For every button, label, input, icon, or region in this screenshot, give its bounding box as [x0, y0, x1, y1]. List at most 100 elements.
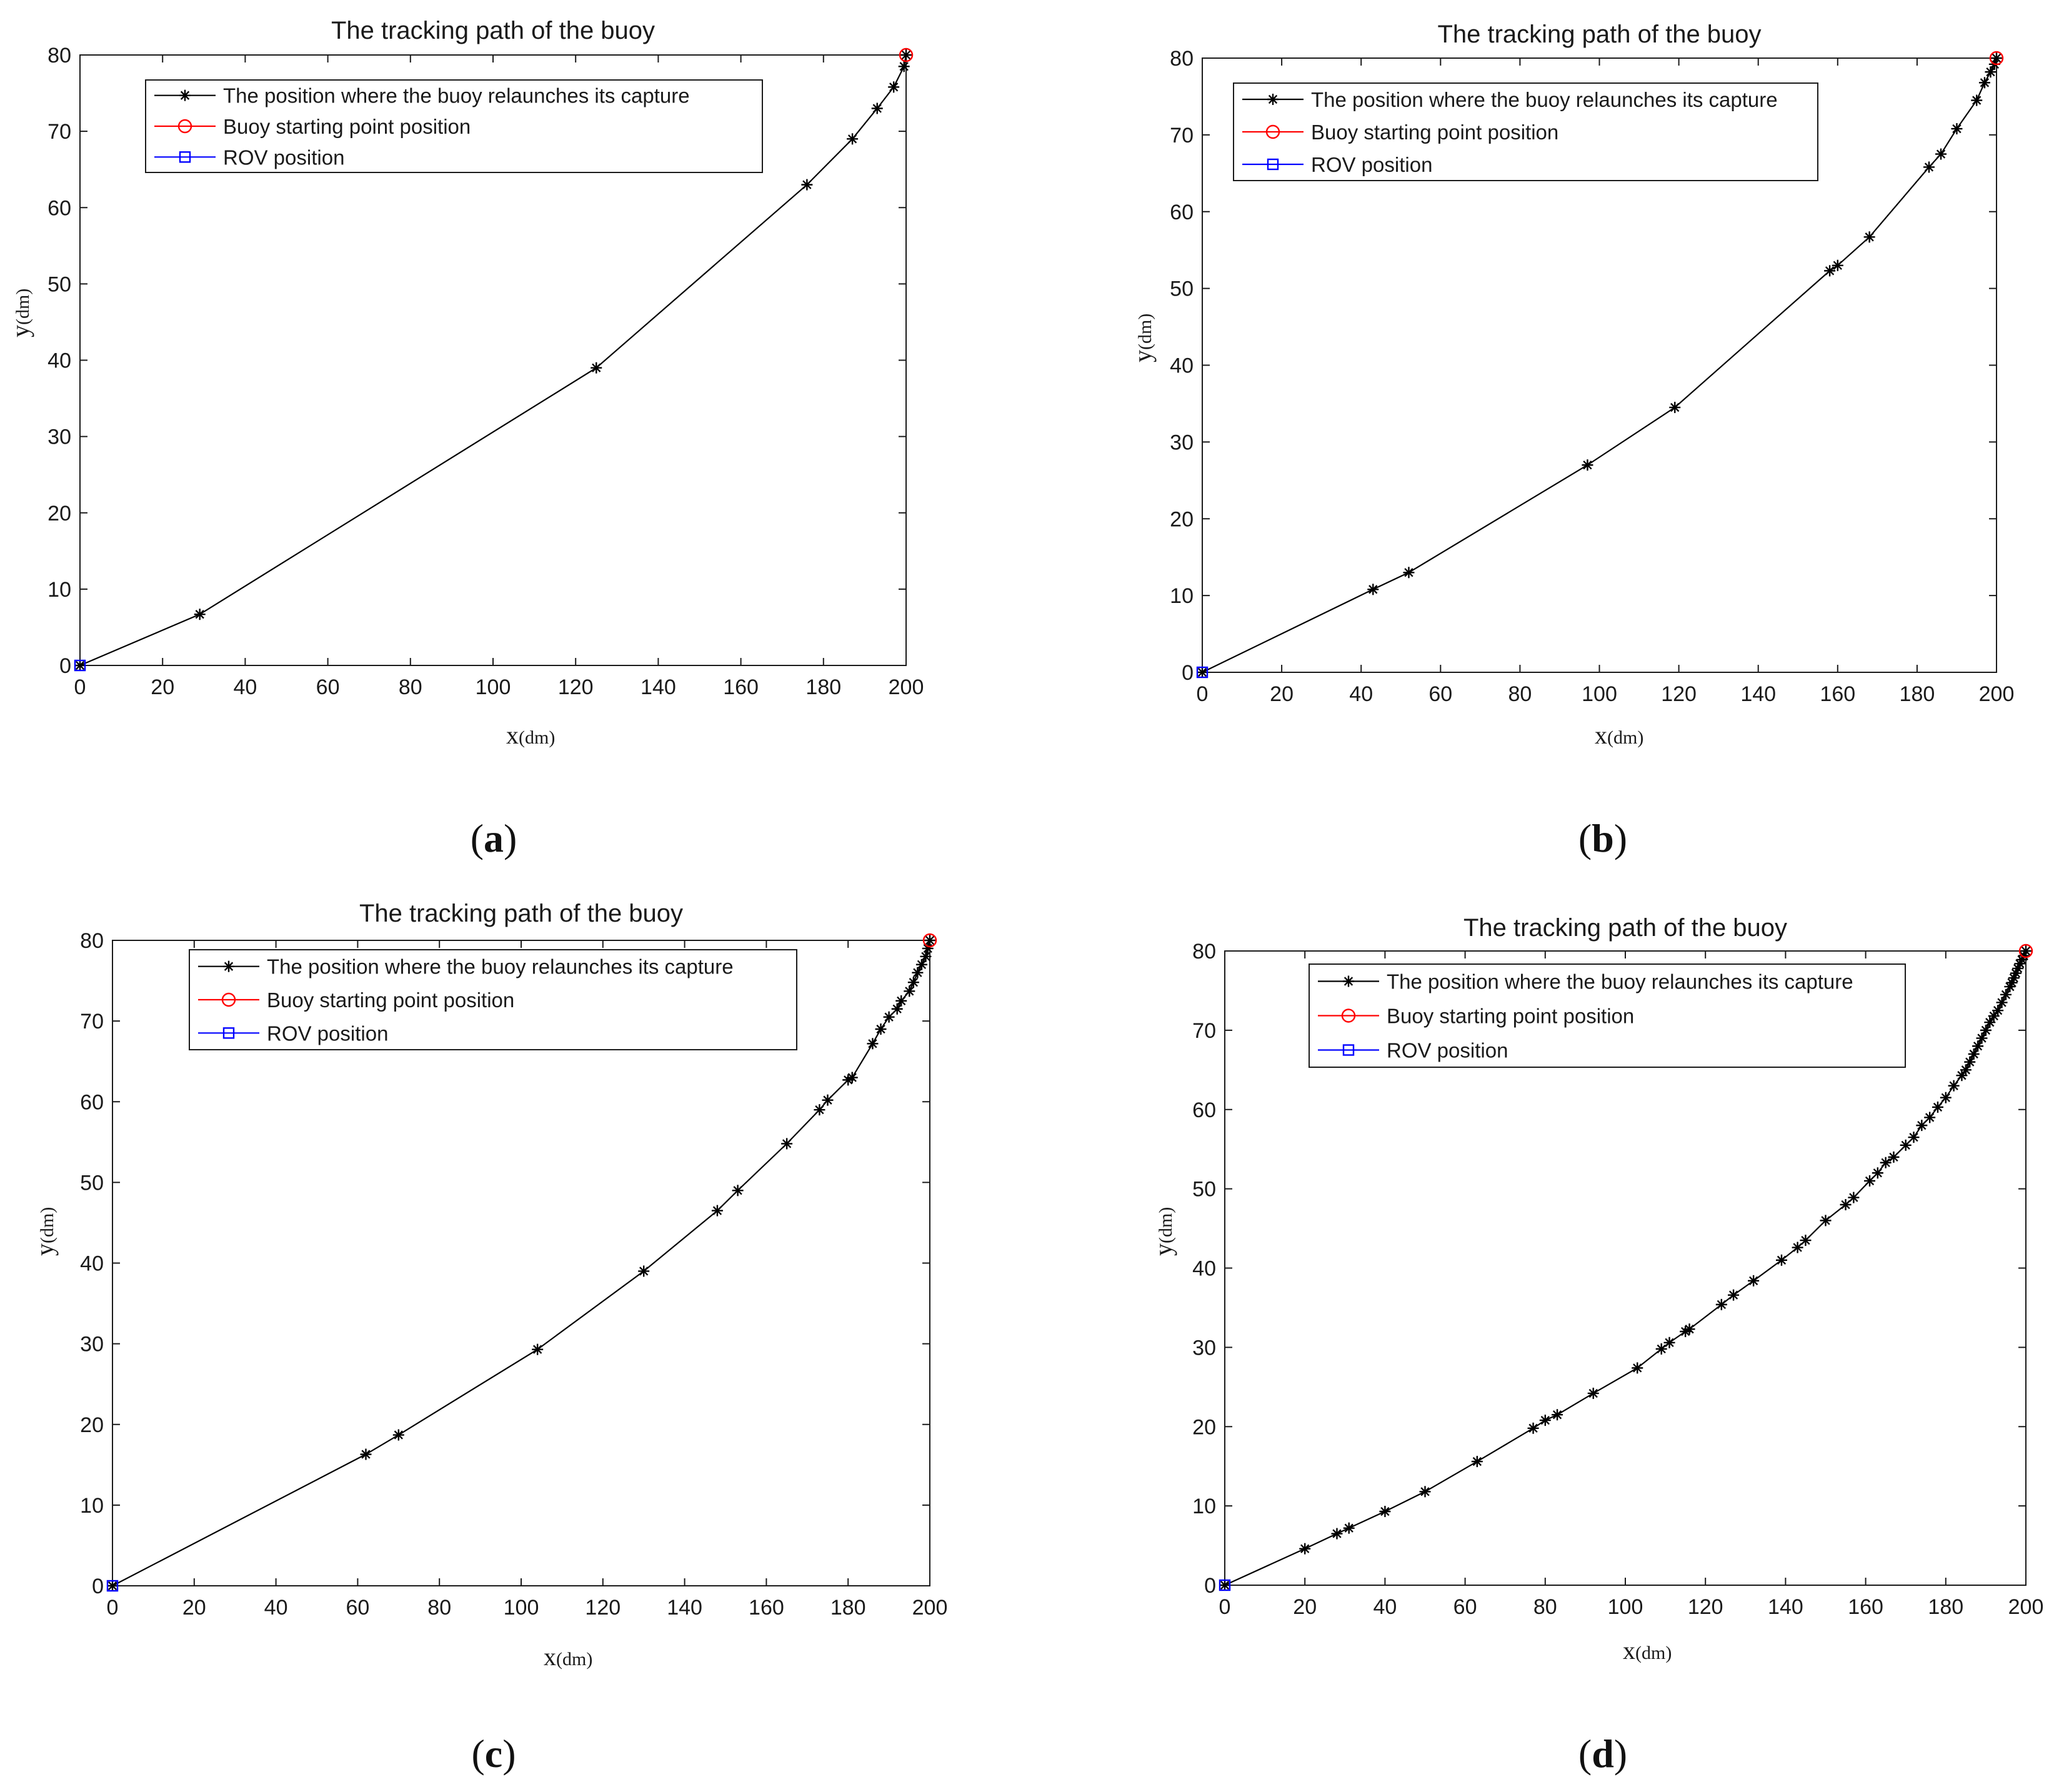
y-tick-label: 10	[47, 578, 71, 602]
x-tick-label: 40	[264, 1596, 288, 1620]
y-tick-label: 80	[47, 44, 71, 67]
x-tick-label: 80	[1508, 682, 1532, 706]
y-tick-label: 10	[80, 1494, 104, 1518]
y-tick-label: 50	[1192, 1178, 1216, 1202]
data-point	[1923, 161, 1935, 173]
x-axis-label-b: x(dm)	[1595, 721, 1643, 749]
y-tick-label: 20	[47, 502, 71, 525]
legend-box	[145, 79, 763, 173]
y-tick-label: 40	[1170, 354, 1194, 378]
x-tick-label: 140	[667, 1596, 702, 1620]
x-tick-label: 160	[1848, 1595, 1883, 1619]
data-point	[1984, 1017, 1996, 1028]
y-tick-label: 50	[47, 272, 71, 296]
data-point	[801, 179, 813, 191]
data-point	[1971, 94, 1983, 106]
x-tick-label: 180	[805, 675, 841, 699]
x-axis-label-d: x(dm)	[1623, 1636, 1672, 1665]
y-tick-label: 70	[1170, 124, 1194, 147]
data-point	[1331, 1528, 1343, 1540]
data-point	[1343, 1522, 1355, 1534]
x-tick-label: 60	[1453, 1595, 1477, 1619]
data-point	[1824, 265, 1836, 277]
chart-title-a: The tracking path of the buoy	[331, 17, 655, 44]
x-tick-label: 200	[889, 675, 924, 699]
data-point	[74, 659, 86, 672]
legend-label: The position where the buoy relaunches i…	[1387, 970, 1853, 993]
y-axis-label-var: y	[1129, 350, 1157, 362]
x-tick-label: 80	[399, 675, 422, 699]
data-point	[1935, 148, 1947, 160]
data-point	[194, 609, 206, 620]
chart-title-c: The tracking path of the buoy	[359, 900, 683, 927]
data-point	[1299, 1543, 1311, 1555]
x-tick-label: 40	[1349, 682, 1373, 706]
data-point	[638, 1265, 650, 1277]
series-d-2	[1219, 1579, 1231, 1591]
series-a-2	[74, 659, 86, 672]
y-axis-label-unit: (dm)	[1135, 314, 1155, 350]
series-line	[1202, 57, 1998, 673]
x-tick-label: 20	[151, 675, 174, 699]
data-point	[1219, 1579, 1231, 1591]
data-point	[1663, 1337, 1675, 1348]
data-point	[1916, 1120, 1928, 1132]
data-point	[732, 1185, 744, 1197]
series-a-0	[74, 49, 912, 671]
y-tick-label: 60	[1170, 201, 1194, 224]
data-point	[1991, 52, 2002, 64]
caption-c-letter: c	[484, 1731, 503, 1776]
legend-b: The position where the buoy relaunches i…	[1233, 82, 1818, 181]
y-tick-label: 30	[80, 1333, 104, 1356]
data-point	[2018, 943, 2033, 958]
y-axis-label-a: y(dm)	[6, 289, 34, 337]
data-point	[1972, 1040, 1984, 1052]
series-c-2	[106, 1580, 119, 1592]
legend-marker	[1267, 94, 1279, 105]
data-point	[1840, 1199, 1852, 1210]
y-axis-label-unit: (dm)	[37, 1207, 57, 1243]
legend-marker	[177, 119, 192, 134]
x-tick-label: 160	[1820, 682, 1855, 706]
series-d-0	[1219, 945, 2032, 1591]
x-tick-label: 0	[1197, 682, 1209, 706]
x-tick-label: 140	[1768, 1595, 1803, 1619]
legend-label: ROV position	[223, 146, 344, 169]
data-point	[1219, 1580, 1230, 1591]
data-point	[711, 1205, 723, 1217]
legend-label: Buoy starting point position	[267, 988, 514, 1012]
data-point	[1775, 1254, 1787, 1266]
x-tick-label: 20	[1270, 682, 1294, 706]
chart-panel-a: The tracking path of the buoy 0 20 40 60 80 10…	[0, 0, 1029, 884]
series-c-1	[922, 933, 937, 948]
data-point	[1539, 1415, 1551, 1426]
series-b-0	[1197, 52, 2002, 678]
x-tick-label: 180	[1928, 1595, 1963, 1619]
y-axis-label-b: y(dm)	[1129, 314, 1157, 362]
x-tick-label: 20	[182, 1596, 206, 1620]
data-point	[1582, 459, 1593, 471]
x-tick-label: 140	[641, 675, 676, 699]
data-point	[822, 1094, 834, 1106]
data-point	[1419, 1486, 1431, 1498]
x-tick-label: 0	[74, 675, 86, 699]
chart-d: The tracking path of the buoy 0 20 40 60 80 10…	[1149, 914, 2044, 1665]
y-tick-label: 30	[47, 426, 71, 449]
x-tick-label: 200	[2008, 1595, 2044, 1619]
data-point	[1872, 1167, 1883, 1179]
x-tick-label: 120	[558, 675, 594, 699]
data-point	[591, 362, 602, 374]
data-point	[900, 49, 912, 61]
data-point	[781, 1138, 793, 1150]
x-tick-label: 160	[723, 675, 759, 699]
data-point	[1863, 231, 1875, 243]
x-tick-label: 180	[830, 1596, 866, 1620]
data-point	[867, 1038, 879, 1050]
y-tick-label: 30	[1170, 431, 1194, 454]
y-axis-label-c: y(dm)	[31, 1207, 59, 1256]
x-axis-label-c: x(dm)	[544, 1643, 592, 1671]
series-b-2	[1196, 666, 1209, 679]
legend-d: The position where the buoy relaunches i…	[1309, 963, 1906, 1068]
x-tick-label: 80	[1533, 1595, 1557, 1619]
data-point	[1367, 584, 1379, 595]
